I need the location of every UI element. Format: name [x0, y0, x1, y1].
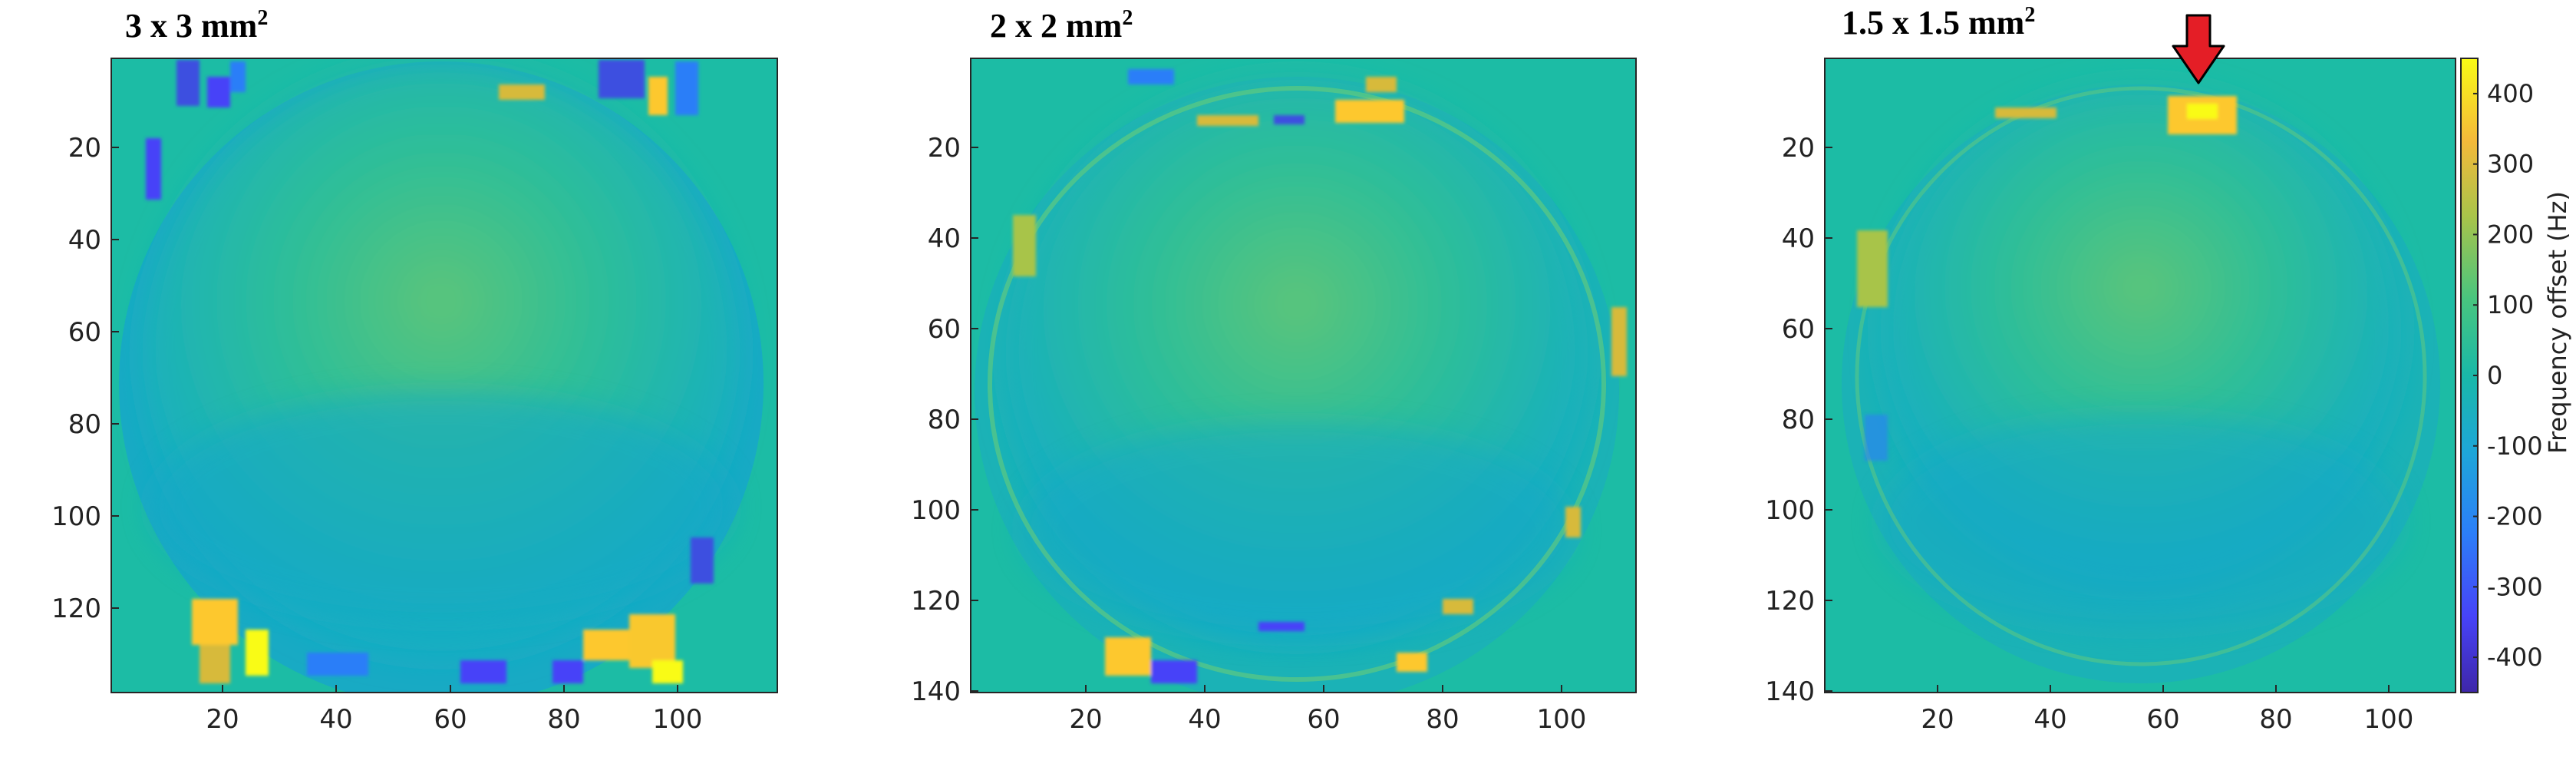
panel-1-lower-band	[150, 392, 733, 622]
panel-3-xtick: 80	[2259, 704, 2292, 735]
panel-1-heatmap	[119, 60, 764, 693]
panel-2-xtick: 100	[1537, 704, 1587, 735]
colorbar-tick-label: 100	[2487, 290, 2534, 319]
panel-3: 1.5 x 1.5 mm2 20 40 60 80 100 20	[1765, 3, 2456, 735]
panel-2-xtick: 60	[1307, 704, 1340, 735]
panel-2-xtick: 40	[1188, 704, 1221, 735]
panel-1-artifacts	[146, 60, 714, 683]
panel-2-title: 2 x 2 mm2	[990, 6, 1133, 45]
panel-1-ytick: 60	[68, 317, 101, 348]
panel-3-ytick: 120	[1765, 586, 1815, 617]
panel-1-ytick: 120	[51, 593, 101, 624]
colorbar: 400 300 200 100 0 -100 -200 -300 -400 Frequency …	[2460, 58, 2572, 693]
hotspot-arrow-icon	[2172, 14, 2225, 84]
panel-2-ytick: 40	[928, 223, 961, 254]
panel-2-ytick: 20	[928, 133, 961, 164]
panel-1-axes-frame	[110, 58, 778, 693]
panel-3-yticks: 20 40 60 80 100 120 140	[1765, 133, 1832, 707]
panel-2-ytick: 140	[911, 676, 961, 707]
panel-2-xtick: 20	[1069, 704, 1102, 735]
panel-3-heatmap	[1842, 84, 2440, 683]
panel-3-lower-band	[1880, 415, 2402, 630]
panel-3-xtick: 100	[2364, 704, 2414, 735]
panel-1-yticks: 20 40 60 80 100 120	[51, 133, 119, 624]
panel-1-xtick: 20	[206, 704, 239, 735]
panel-1-ytick: 20	[68, 133, 101, 164]
panel-1-xtick: 40	[319, 704, 352, 735]
colorbar-tick-label: 400	[2487, 79, 2534, 108]
panel-3-ytick: 40	[1782, 223, 1815, 254]
colorbar-ticks: 400 300 200 100 0 -100 -200 -300 -400	[2473, 79, 2543, 672]
panel-2-ring	[988, 86, 1606, 682]
colorbar-tick-label: 300	[2487, 150, 2534, 179]
panel-3-ytick: 20	[1782, 133, 1815, 164]
colorbar-tick-label: 200	[2487, 220, 2534, 249]
panel-3-ytick: 60	[1782, 314, 1815, 345]
panel-2-lower-band	[1021, 422, 1573, 637]
panel-1-title: 3 x 3 mm2	[125, 6, 268, 45]
panel-3-xticks: 20 40 60 80 100	[1921, 685, 2413, 735]
panel-3-ytick: 140	[1765, 676, 1815, 707]
panel-3-ytick: 100	[1765, 495, 1815, 526]
panel-2-ytick: 120	[911, 586, 961, 617]
panel-3-artifacts	[1857, 96, 2237, 461]
panel-1: 3 x 3 mm2	[51, 6, 778, 735]
panel-2-artifacts	[1013, 69, 1627, 683]
colorbar-tick-label: 0	[2487, 361, 2502, 390]
panel-3-xtick: 20	[1921, 704, 1954, 735]
panel-2-ytick: 100	[911, 495, 961, 526]
colorbar-tick-label: -400	[2487, 643, 2543, 672]
panel-3-title: 1.5 x 1.5 mm2	[1842, 3, 2035, 41]
panel-1-xtick: 100	[653, 704, 703, 735]
panel-2-axes-frame	[970, 58, 1637, 693]
colorbar-tick-label: -100	[2487, 431, 2543, 461]
panel-1-xtick: 60	[434, 704, 467, 735]
colorbar-tick-label: -200	[2487, 502, 2543, 531]
panel-2-xtick: 80	[1426, 704, 1459, 735]
panel-2-xticks: 20 40 60 80 100	[1069, 685, 1586, 735]
panel-3-ring	[1855, 86, 2427, 666]
colorbar-tick-label: -300	[2487, 572, 2543, 601]
panel-1-ytick: 80	[68, 409, 101, 440]
panel-3-xtick: 60	[2146, 704, 2179, 735]
panel-2-yticks: 20 40 60 80 100 120 140	[911, 133, 978, 707]
panel-2-ytick: 60	[928, 314, 961, 345]
panel-2-ytick: 80	[928, 405, 961, 435]
panel-1-xticks: 20 40 60 80 100	[206, 685, 702, 735]
panel-3-axes-frame	[1824, 58, 2456, 693]
panel-2: 2 x 2 mm2	[911, 6, 1637, 735]
panel-1-ytick: 100	[51, 501, 101, 532]
panel-1-ytick: 40	[68, 225, 101, 256]
panel-1-xtick: 80	[547, 704, 580, 735]
panel-2-heatmap	[975, 69, 1627, 693]
panel-3-xtick: 40	[2033, 704, 2066, 735]
panel-3-ytick: 80	[1782, 405, 1815, 435]
colorbar-label: Frequency offset (Hz)	[2543, 191, 2572, 454]
